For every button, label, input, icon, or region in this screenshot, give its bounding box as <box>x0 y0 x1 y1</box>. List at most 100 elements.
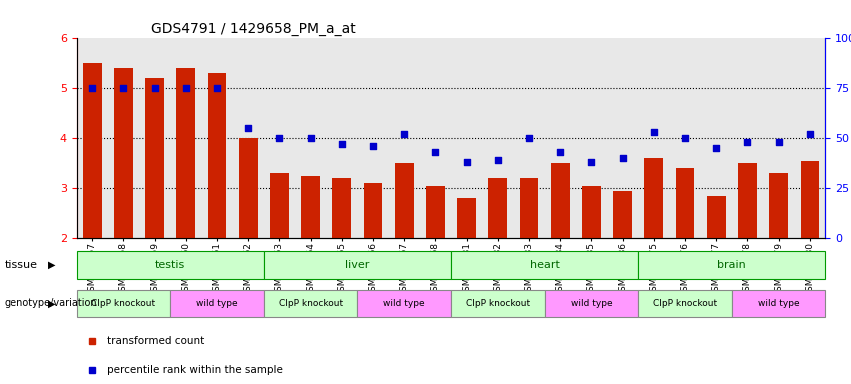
Text: heart: heart <box>529 260 560 270</box>
Point <box>397 131 411 137</box>
Point <box>740 139 754 145</box>
Point <box>678 135 692 141</box>
Bar <box>295 38 326 238</box>
Bar <box>644 158 663 238</box>
Bar <box>83 63 101 238</box>
Text: wild type: wild type <box>758 299 799 308</box>
FancyBboxPatch shape <box>638 290 732 317</box>
Bar <box>769 173 788 238</box>
Point <box>272 135 286 141</box>
Bar <box>614 190 632 238</box>
Bar <box>483 38 513 238</box>
Text: percentile rank within the sample: percentile rank within the sample <box>106 364 283 375</box>
Bar <box>607 38 638 238</box>
Text: ClpP knockout: ClpP knockout <box>91 299 156 308</box>
Bar <box>326 38 357 238</box>
Bar <box>114 68 133 238</box>
Text: wild type: wild type <box>571 299 612 308</box>
Bar <box>139 38 170 238</box>
FancyBboxPatch shape <box>170 290 264 317</box>
Text: testis: testis <box>155 260 186 270</box>
FancyBboxPatch shape <box>77 251 264 279</box>
Bar <box>202 38 232 238</box>
Bar <box>426 186 445 238</box>
Bar <box>732 38 763 238</box>
Bar <box>582 186 601 238</box>
Point <box>710 145 723 151</box>
FancyBboxPatch shape <box>357 290 451 317</box>
Bar <box>551 163 569 238</box>
Point <box>647 129 660 135</box>
Text: ClpP knockout: ClpP knockout <box>653 299 717 308</box>
Bar <box>270 173 288 238</box>
Bar <box>638 38 670 238</box>
FancyBboxPatch shape <box>732 290 825 317</box>
Bar <box>389 38 420 238</box>
Text: liver: liver <box>346 260 369 270</box>
Bar <box>146 78 164 238</box>
Point <box>460 159 473 165</box>
Text: ClpP knockout: ClpP knockout <box>465 299 530 308</box>
Bar <box>420 38 451 238</box>
Bar <box>676 168 694 238</box>
Text: wild type: wild type <box>384 299 425 308</box>
Bar <box>357 38 389 238</box>
FancyBboxPatch shape <box>264 251 451 279</box>
Point <box>117 85 130 91</box>
Bar <box>576 38 607 238</box>
Bar <box>707 195 726 238</box>
Bar <box>451 38 483 238</box>
Point <box>179 85 192 91</box>
Point <box>585 159 598 165</box>
Bar <box>520 178 539 238</box>
Bar <box>670 38 700 238</box>
FancyBboxPatch shape <box>77 290 170 317</box>
Bar <box>363 183 382 238</box>
Bar <box>801 161 820 238</box>
Point <box>242 125 255 131</box>
Bar <box>108 38 139 238</box>
Point <box>803 131 817 137</box>
Point <box>148 85 162 91</box>
Bar <box>239 138 258 238</box>
FancyBboxPatch shape <box>545 290 638 317</box>
Bar <box>738 163 757 238</box>
Point <box>366 143 380 149</box>
Point <box>616 155 630 161</box>
Point <box>553 149 567 155</box>
Bar <box>77 38 108 238</box>
FancyBboxPatch shape <box>451 290 545 317</box>
Text: tissue: tissue <box>4 260 37 270</box>
FancyBboxPatch shape <box>264 290 357 317</box>
Text: brain: brain <box>717 260 746 270</box>
Bar <box>545 38 576 238</box>
Bar <box>264 38 295 238</box>
Bar <box>488 178 507 238</box>
Point <box>491 157 505 163</box>
FancyBboxPatch shape <box>451 251 638 279</box>
Bar <box>794 38 825 238</box>
Point <box>772 139 785 145</box>
Text: wild type: wild type <box>197 299 237 308</box>
FancyBboxPatch shape <box>638 251 825 279</box>
Point <box>335 141 349 147</box>
Text: ▶: ▶ <box>48 298 55 308</box>
Bar <box>301 176 320 238</box>
Bar <box>176 68 195 238</box>
Bar <box>170 38 202 238</box>
Text: ▶: ▶ <box>48 260 55 270</box>
Point <box>85 85 99 91</box>
Point <box>523 135 536 141</box>
Bar <box>513 38 545 238</box>
Bar <box>395 163 414 238</box>
Bar <box>333 178 351 238</box>
Bar <box>457 198 476 238</box>
Text: GDS4791 / 1429658_PM_a_at: GDS4791 / 1429658_PM_a_at <box>151 22 357 36</box>
Text: transformed count: transformed count <box>106 336 203 346</box>
Point <box>429 149 443 155</box>
Text: genotype/variation: genotype/variation <box>4 298 97 308</box>
Point <box>304 135 317 141</box>
Point <box>210 85 224 91</box>
Bar <box>763 38 794 238</box>
Bar <box>232 38 264 238</box>
